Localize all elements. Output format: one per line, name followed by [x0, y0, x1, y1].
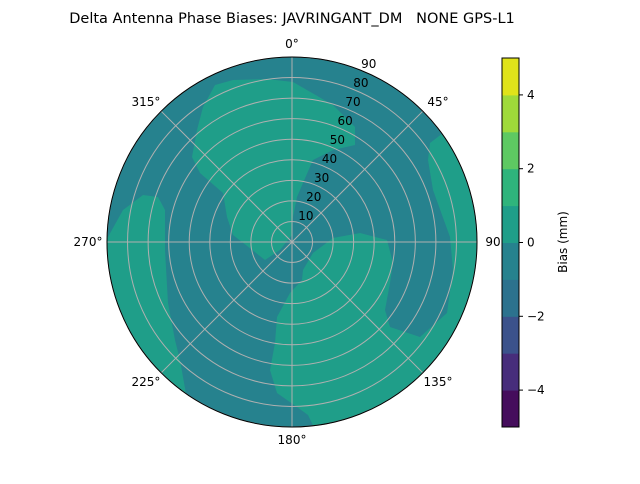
radial-tick-label: 10	[298, 209, 313, 223]
colorbar-bin	[502, 131, 519, 170]
colorbar-bin	[502, 58, 519, 96]
polar-frame	[106, 56, 478, 428]
angular-tick-label: 90°	[485, 235, 506, 249]
angular-tick-label: 225°	[132, 375, 161, 389]
colorbar-bin	[502, 205, 519, 243]
radial-tick-label: 60	[338, 114, 353, 128]
angular-gridline	[160, 110, 293, 243]
angular-gridline	[160, 241, 293, 374]
colorbar-bin	[502, 168, 519, 207]
angular-tick-label: 315°	[132, 95, 161, 109]
angular-gridline	[291, 110, 424, 243]
colorbar-tick-label: 4	[527, 88, 535, 102]
radial-tick-label: 70	[345, 95, 360, 109]
radial-tick-label: 50	[330, 133, 345, 147]
radial-tick-label: 30	[314, 171, 329, 185]
angular-tick-label: 0°	[285, 37, 299, 51]
colorbar-tick-label: −4	[527, 383, 545, 397]
colorbar-bin	[502, 390, 519, 428]
radial-tick-label: 20	[306, 190, 321, 204]
colorbar-tick-label: 0	[527, 236, 535, 250]
colorbar-bin	[502, 279, 519, 317]
colorbar-label: Bias (mm)	[556, 211, 570, 273]
radial-tick-label: 40	[322, 152, 337, 166]
chart-title: Delta Antenna Phase Biases: JAVRINGANT_D…	[69, 11, 515, 27]
colorbar-tick-label: −2	[527, 309, 545, 323]
angular-tick-label: 135°	[424, 375, 453, 389]
angular-tick-label: 270°	[74, 235, 103, 249]
radial-tick-label: 90	[361, 57, 376, 71]
radial-tick-label: 80	[353, 76, 368, 90]
angular-tick-label: 45°	[427, 95, 448, 109]
angular-tick-label: 180°	[278, 433, 307, 447]
colorbar-bin	[502, 316, 519, 354]
contour-region-northwest-center	[192, 79, 355, 260]
colorbar-bin	[502, 242, 519, 280]
colorbar-tick-label: 2	[527, 162, 535, 176]
colorbar-bin	[502, 353, 519, 391]
angular-gridline	[291, 241, 424, 374]
colorbar-bin	[502, 94, 519, 133]
